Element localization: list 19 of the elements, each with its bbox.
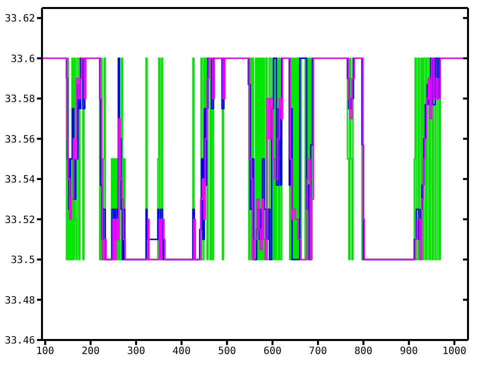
x-tick-label: 100 <box>36 346 54 358</box>
x-tick-label: 300 <box>127 346 146 358</box>
x-tick-label: 1000 <box>442 346 466 358</box>
x-tick-label: 200 <box>82 346 100 358</box>
y-tick-label: 33.5 <box>10 255 35 266</box>
x-tick-label: 800 <box>354 346 372 358</box>
y-tick-label: 33.48 <box>4 295 35 306</box>
y-tick-label: 33.56 <box>4 134 35 146</box>
x-tick-label: 700 <box>308 346 327 358</box>
y-tick-label: 33.58 <box>4 94 35 106</box>
y-tick-label: 33.62 <box>4 14 35 25</box>
x-tick-label: 400 <box>172 346 191 358</box>
y-tick-label: 33.6 <box>10 54 35 65</box>
y-tick-label: 33.54 <box>4 174 35 186</box>
x-tick-label: 900 <box>400 346 418 358</box>
x-tick-label: 500 <box>218 346 236 358</box>
x-tick-label: 600 <box>263 346 282 358</box>
y-tick-label: 33.46 <box>4 336 35 347</box>
y-tick-label: 33.52 <box>4 214 35 226</box>
